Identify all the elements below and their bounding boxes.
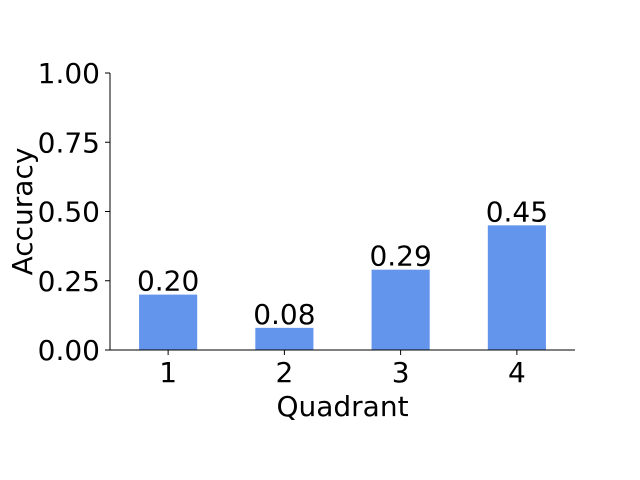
x-axis-label: Quadrant [276,390,408,423]
x-tick-label-1: 1 [159,356,177,389]
data-label-1: 0.20 [137,265,199,298]
x-tick-label-4: 4 [508,356,526,389]
bar-2 [255,327,314,350]
data-label-4: 0.45 [486,195,548,228]
bars-group [139,225,546,350]
y-tick-label: 0.00 [38,334,100,367]
data-label-3: 0.29 [369,240,431,273]
y-axis-label: Accuracy [6,148,39,276]
bar-3 [371,269,430,350]
bar-4 [487,225,546,350]
y-tick-label: 1.00 [38,57,100,90]
data-labels-group: 0.20 0.08 0.29 0.45 [137,195,548,330]
y-tick-label: 0.50 [38,196,100,229]
x-tick-label-2: 2 [275,356,293,389]
y-tick-label: 0.25 [38,265,100,298]
y-ticks-group: 0.00 0.25 0.50 0.75 1.00 [38,57,110,367]
y-tick-label: 0.75 [38,126,100,159]
x-tick-label-3: 3 [392,356,410,389]
bar-1 [139,294,198,350]
x-ticks-group: 1 2 3 4 [159,350,526,389]
data-label-2: 0.08 [253,298,315,331]
